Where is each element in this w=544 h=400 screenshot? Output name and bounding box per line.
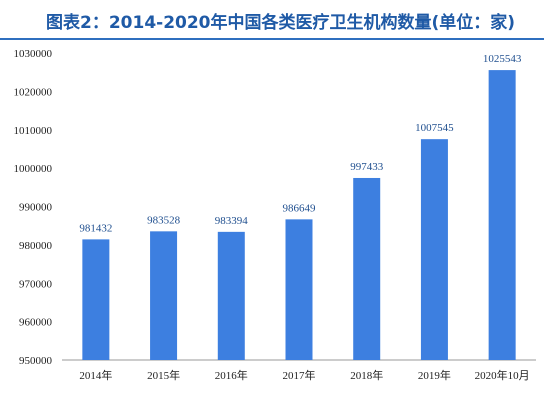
bar [82,239,110,360]
x-category-label: 2016年 [215,368,248,382]
y-tick-label: 1000000 [14,163,53,175]
bar [150,231,178,360]
bar [285,219,313,360]
data-label: 1007545 [415,122,454,134]
data-label: 1025543 [483,53,522,65]
x-category-label: 2020年10月 [475,368,530,382]
data-label: 981432 [79,222,112,234]
bar [217,231,245,360]
y-tick-label: 1020000 [14,86,53,98]
x-category-label: 2017年 [283,368,316,382]
data-label: 986649 [283,202,317,214]
bar [488,70,516,361]
x-category-label: 2015年 [147,368,180,382]
chart-title: 图表2：2014-2020年中国各类医疗卫生机构数量(单位：家) [46,13,516,33]
x-category-label: 2019年 [418,368,451,382]
y-tick-label: 960000 [19,317,53,329]
x-category-label: 2014年 [79,368,112,382]
y-tick-label: 990000 [19,202,53,214]
bar [353,177,381,360]
data-label: 997433 [350,161,384,173]
y-tick-label: 970000 [19,278,53,290]
data-label: 983394 [215,215,249,227]
title-bar: 图表2：2014-2020年中国各类医疗卫生机构数量(单位：家) [0,0,544,40]
x-category-label: 2018年 [350,368,383,382]
y-tick-label: 950000 [19,355,53,367]
y-tick-label: 1010000 [14,125,53,137]
y-tick-label: 1030000 [14,48,53,60]
bar-chart: 950000 960000 970000 980000 990000 1000000 101… [14,48,536,382]
bar [420,139,448,360]
y-tick-label: 980000 [19,240,53,252]
data-label: 983528 [147,214,181,226]
